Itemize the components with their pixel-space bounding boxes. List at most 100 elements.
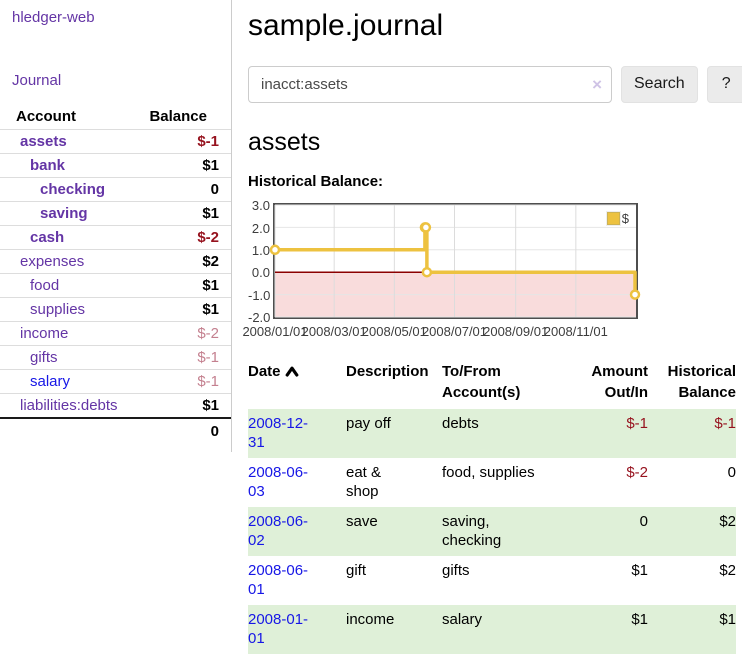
register-header-row: Date Description To/From Account(s) Amou… [248,362,736,409]
cell-amount: $1 [631,610,648,628]
x-axis-tick: 2008/09/01 [483,324,549,340]
account-row: bank $1 [0,153,231,177]
help-button[interactable]: ? [706,65,742,103]
register-row: 2008-06-03 eat & shop food, supplies $-2 0 [248,458,736,507]
cell-date: 2008-06-03 [248,458,346,507]
x-axis-tick: 2008/07/01 [421,324,488,340]
account-row: checking 0 [0,177,231,201]
cell-date: 2008-12-31 [248,409,346,458]
search-input[interactable] [248,65,612,103]
transaction-date-link[interactable]: 2008-06-02 [248,512,309,550]
sort-ascending-icon [285,366,298,377]
account-balance: $-2 [197,325,219,342]
y-axis-tick: 3.0 [251,198,270,214]
accounts-total-value: 0 [210,423,219,440]
y-axis-tick: -2.0 [248,310,271,326]
cell-description: income [346,610,395,628]
account-link-liabilities-debts[interactable]: liabilities:debts [20,397,118,414]
account-balance: $2 [202,253,219,270]
search-button[interactable]: Search [621,65,698,103]
chart-legend: $ [605,210,630,228]
x-axis-tick: 2008/03/01 [301,324,367,340]
account-link-gifts[interactable]: gifts [30,349,58,366]
accounts-table: Account Balance assets $-1 bank $1 checking 0… [0,108,231,444]
cell-balance: $2 [719,561,736,579]
sidebar-item-journal[interactable]: Journal [12,72,62,89]
account-row: salary $-1 [0,369,231,393]
account-balance: $-1 [197,373,219,390]
cell-amount: $-2 [626,463,648,481]
legend-color-swatch [606,212,620,226]
cell-balance: $1 [719,610,736,628]
transaction-date-link[interactable]: 2008-12-31 [248,414,309,452]
cell-accounts: debts [442,414,479,432]
x-axis-tick: 2008/01/01 [242,324,308,340]
account-link-food[interactable]: food [30,277,60,294]
account-row: assets $-1 [0,129,231,153]
clear-search-icon[interactable]: × [592,74,602,94]
column-header-balance: Historical Balance [667,363,736,401]
legend-label: $ [621,211,629,227]
accounts-list: assets $-1 bank $1 checking 0 saving $1 cash $-2 e… [0,129,231,417]
y-axis-tick: 1.0 [251,243,270,259]
cell-balance: $2 [719,512,736,530]
search-field-wrap: × [248,65,612,103]
account-balance: $1 [202,397,219,414]
account-link-salary[interactable]: salary [30,373,71,390]
search-form: × Search ? [248,65,742,103]
cell-amount: $-1 [626,414,648,432]
cell-balance: 0 [727,463,736,481]
account-balance: $-2 [197,229,219,246]
register-table: Date Description To/From Account(s) Amou… [248,362,736,654]
cell-accounts: gifts [442,561,470,579]
account-balance: $1 [202,301,219,318]
cell-amount: $1 [631,561,648,579]
cell-balance: $-1 [714,414,736,432]
register-row: 2008-06-02 save saving, checking 0 $2 [248,506,736,556]
account-link-expenses[interactable]: expenses [20,253,85,270]
column-header-description: Description [346,363,429,381]
cell-accounts: salary [442,610,483,628]
account-link-saving[interactable]: saving [40,205,88,222]
account-row: cash $-2 [0,225,231,249]
cell-description: save [346,512,378,530]
balance-step-line [269,204,641,318]
y-axis-tick: -1.0 [248,287,271,303]
accounts-header-balance: Balance [149,108,207,125]
cell-date: 2008-06-02 [248,507,346,556]
accounts-total-row: 0 [0,417,231,444]
account-link-income[interactable]: income [20,325,69,342]
account-link-checking[interactable]: checking [40,181,106,198]
cell-amount: 0 [639,512,648,530]
account-row: expenses $2 [0,249,231,273]
account-balance: $-1 [197,133,219,150]
chart-plot-area: $ [269,203,641,320]
column-header-amount: Amount Out/In [591,363,648,401]
historical-balance-chart: $ 3.0 2.0 1.0 0.0 -1.0 -2.0 2008/01/01 2008/03/… [242,199,742,340]
cell-date: 2008-06-01 [248,556,346,605]
account-balance: $-1 [197,349,219,366]
account-heading: assets [248,127,321,156]
account-row: gifts $-1 [0,345,231,369]
brand-link[interactable]: hledger-web [12,9,95,26]
transaction-date-link[interactable]: 2008-01-01 [248,610,309,648]
column-header-date[interactable]: Date [248,362,346,409]
account-row: liabilities:debts $1 [0,393,231,417]
register-row: 2008-12-31 pay off debts $-1 $-1 [248,408,736,458]
cell-accounts: saving, checking [442,512,502,550]
y-axis-tick: 0.0 [251,265,270,281]
chart-title: Historical Balance: [248,173,384,191]
transaction-date-link[interactable]: 2008-06-01 [248,561,309,599]
account-link-cash[interactable]: cash [30,229,65,246]
sidebar: hledger-web Journal Account Balance asse… [0,0,232,452]
account-link-supplies[interactable]: supplies [30,301,86,318]
account-balance: $1 [202,205,219,222]
cell-description: gift [346,561,367,579]
account-link-assets[interactable]: assets [20,133,67,150]
page-title: sample.journal [248,9,444,42]
account-link-bank[interactable]: bank [30,157,66,174]
x-axis-tick: 2008/05/01 [361,324,427,340]
account-row: food $1 [0,273,231,297]
column-header-tofrom: To/From Account(s) [442,363,521,401]
transaction-date-link[interactable]: 2008-06-03 [248,463,309,501]
